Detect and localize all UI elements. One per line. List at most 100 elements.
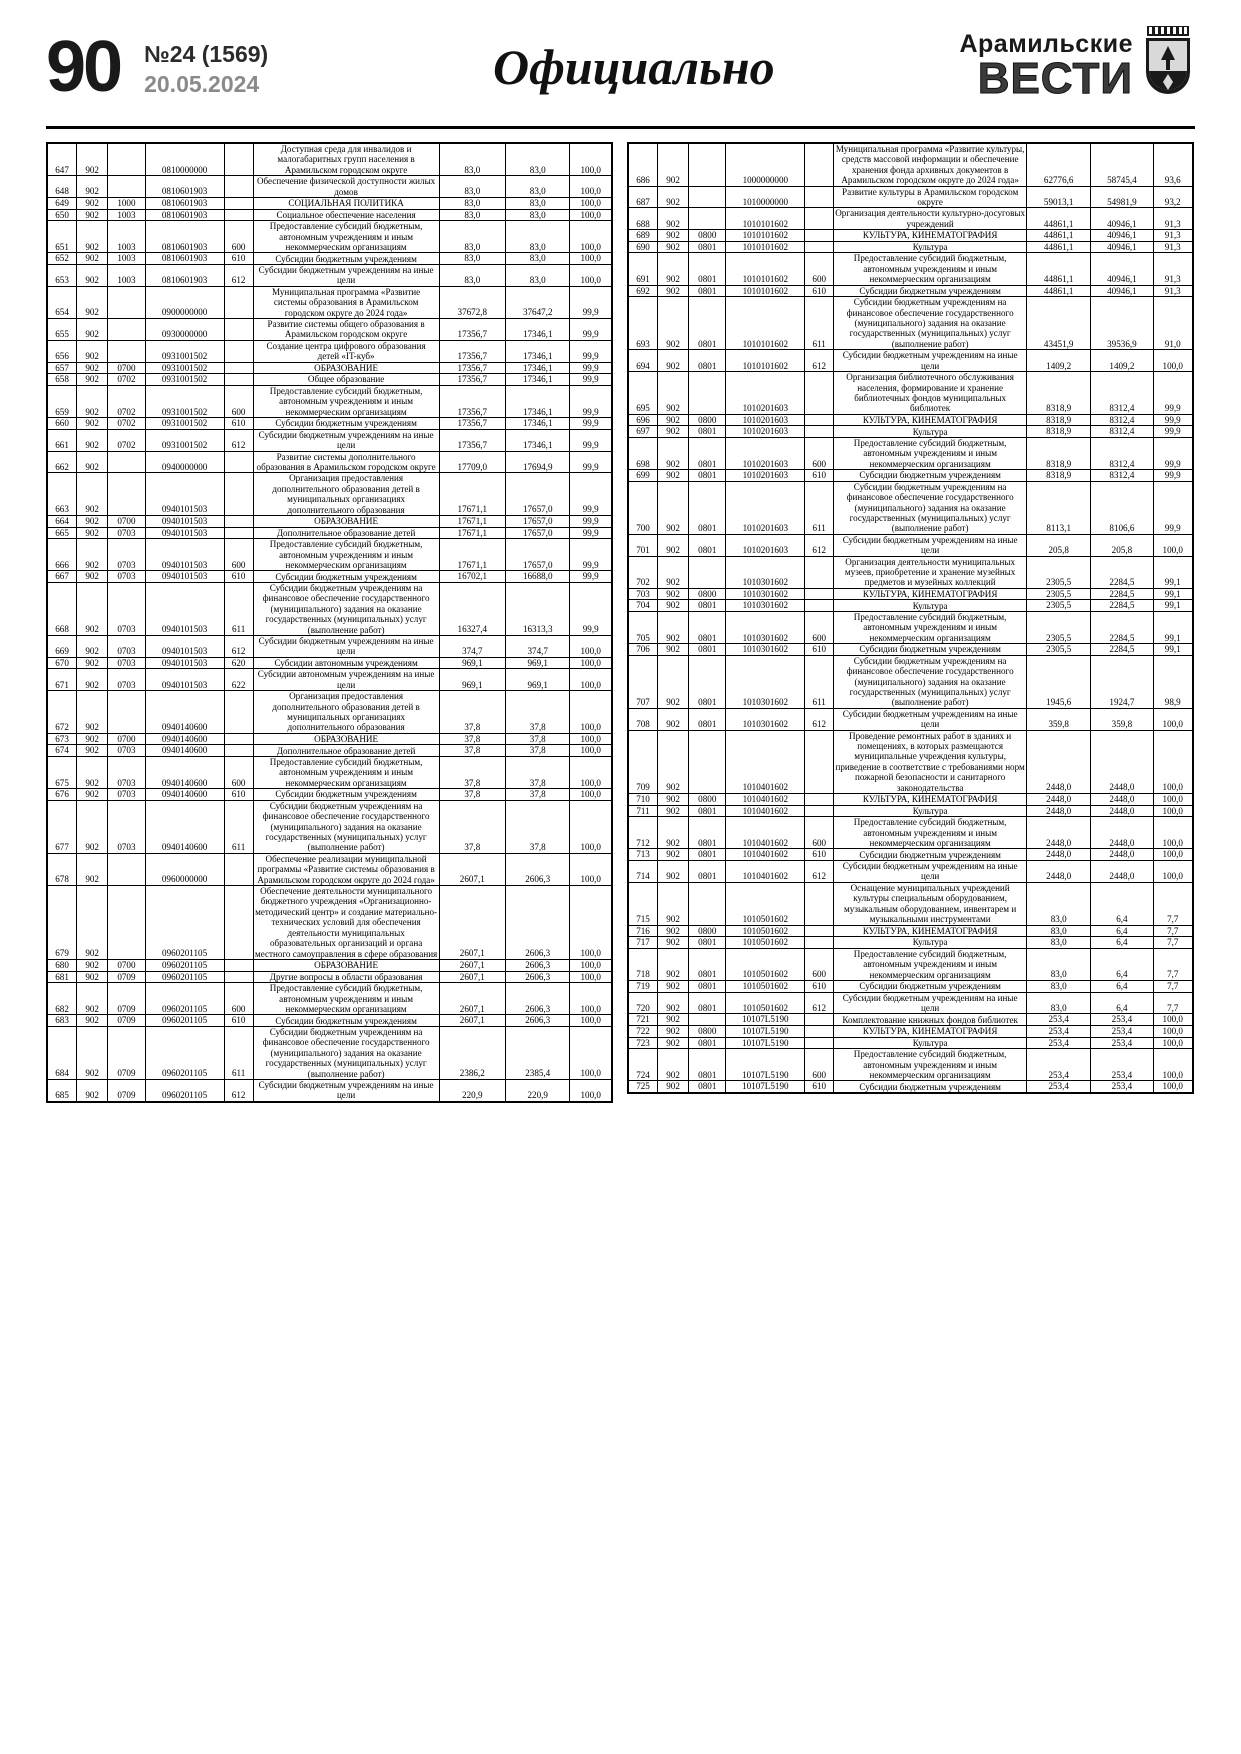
- cell-expense-type: 611: [804, 296, 835, 351]
- cell-plan: 253,4: [1026, 1024, 1092, 1038]
- cell-razdel: [107, 339, 146, 363]
- cell-target-article: 1010301602: [725, 587, 806, 601]
- cell-plan: 2386,2: [438, 1025, 507, 1080]
- cell-percent: 100,0: [1152, 533, 1194, 557]
- cell-row-number: 666: [46, 538, 78, 572]
- cell-expense-type: 610: [804, 469, 835, 482]
- cell-expense-type: [804, 729, 835, 795]
- cell-expense-type: [223, 339, 254, 363]
- table-row: 677 902 0703 0940140600 611 Субсидии бюджетны…: [46, 799, 612, 854]
- cell-plan: 17671,1: [438, 526, 507, 540]
- cell-fact: 6,4: [1090, 881, 1154, 926]
- cell-plan: 44861,1: [1026, 252, 1092, 286]
- table-row: 691 902 0801 1010101602 600 Предоставление су…: [627, 252, 1194, 286]
- cell-row-number: 716: [627, 924, 659, 938]
- cell-name: Культура: [833, 936, 1028, 949]
- cell-percent: 100,0: [1152, 860, 1194, 883]
- cell-expense-type: [223, 208, 254, 222]
- cell-vedomstvo: 902: [657, 936, 690, 949]
- table-row: 725 902 0801 10107L5190 610 Субсидии бюджетны…: [627, 1080, 1194, 1093]
- cell-target-article: 0930000000: [144, 318, 225, 341]
- cell-row-number: 665: [46, 526, 78, 540]
- cell-target-article: 0960201105: [144, 1025, 225, 1080]
- cell-row-number: 699: [627, 469, 659, 482]
- cell-target-article: 1010201603: [725, 480, 806, 535]
- cell-plan: 8318,9: [1026, 413, 1092, 427]
- cell-expense-type: 600: [804, 436, 835, 471]
- cell-razdel: 0702: [107, 373, 146, 386]
- cell-name: КУЛЬТУРА, КИНЕМАТОГРАФИЯ: [833, 229, 1028, 242]
- cell-vedomstvo: 902: [657, 643, 690, 656]
- cell-percent: 91,3: [1152, 229, 1194, 242]
- cell-expense-type: 610: [223, 252, 254, 266]
- cell-name: Обеспечение деятельности муниципального …: [252, 885, 440, 960]
- cell-razdel: [107, 885, 146, 960]
- cell-vedomstvo: 902: [76, 1014, 109, 1027]
- table-row: 696 902 0800 1010201603 КУЛЬТУРА, КИНЕМАТОГР…: [627, 413, 1194, 427]
- cell-razdel: 0801: [688, 533, 727, 557]
- cell-fact: 969,1: [505, 656, 571, 670]
- cell-percent: 100,0: [569, 668, 612, 692]
- cell-fact: 6,4: [1090, 924, 1154, 938]
- table-row: 683 902 0709 0960201105 610 Субсидии бюджетны…: [46, 1014, 612, 1027]
- cell-target-article: 0940140600: [144, 690, 225, 734]
- cell-target-article: 0810000000: [144, 142, 225, 177]
- cell-name: Субсидии бюджетным учреждениям на финанс…: [252, 581, 440, 636]
- cell-row-number: 723: [627, 1036, 659, 1050]
- cell-fact: 37,8: [505, 690, 571, 734]
- cell-plan: 2305,5: [1026, 610, 1092, 645]
- cell-plan: 2448,0: [1026, 848, 1092, 862]
- cell-fact: 8312,4: [1090, 425, 1154, 438]
- cell-expense-type: 611: [223, 581, 254, 636]
- cell-fact: 2606,3: [505, 982, 571, 1016]
- cell-vedomstvo: 902: [657, 469, 690, 482]
- cell-fact: 17346,1: [505, 318, 571, 341]
- table-row: 681 902 0709 0960201105 Другие вопросы в обл…: [46, 970, 612, 984]
- cell-target-article: 0960000000: [144, 852, 225, 887]
- cell-fact: 39536,9: [1090, 296, 1154, 351]
- cell-percent: 100,0: [1152, 816, 1194, 850]
- cell-expense-type: 600: [804, 252, 835, 286]
- cell-plan: 8318,9: [1026, 469, 1092, 482]
- cell-target-article: 0931001502: [144, 361, 225, 375]
- cell-target-article: 0810601903: [144, 220, 225, 254]
- cell-razdel: 0703: [107, 581, 146, 636]
- cell-row-number: 721: [627, 1013, 659, 1026]
- cell-row-number: 663: [46, 472, 78, 516]
- cell-fact: 6,4: [1090, 947, 1154, 981]
- cell-fact: 83,0: [505, 197, 571, 210]
- cell-plan: 37,8: [438, 690, 507, 734]
- cell-name: Культура: [833, 240, 1028, 254]
- cell-plan: 17709,0: [438, 450, 507, 474]
- cell-name: Дополнительное образование детей: [252, 526, 440, 540]
- cell-row-number: 671: [46, 668, 78, 692]
- cell-plan: 16702,1: [438, 570, 507, 583]
- cell-expense-type: 600: [223, 755, 254, 790]
- cell-expense-type: 600: [223, 982, 254, 1016]
- cell-fact: 2448,0: [1090, 860, 1154, 883]
- cell-percent: 100,0: [1152, 1024, 1194, 1038]
- table-row: 703 902 0800 1010301602 КУЛЬТУРА, КИНЕМАТОГР…: [627, 587, 1194, 601]
- cell-expense-type: 611: [804, 654, 835, 709]
- left-column: 647 902 0810000000 Доступная среда для инва…: [46, 142, 613, 1103]
- cell-name: Субсидии бюджетным учреждениям: [833, 848, 1028, 862]
- cell-percent: 100,0: [1152, 848, 1194, 862]
- cell-expense-type: [804, 936, 835, 949]
- cell-razdel: 0709: [107, 982, 146, 1016]
- cell-vedomstvo: 902: [76, 1025, 109, 1080]
- cell-name: КУЛЬТУРА, КИНЕМАТОГРАФИЯ: [833, 924, 1028, 938]
- cell-plan: 83,0: [1026, 936, 1092, 949]
- cell-vedomstvo: 902: [657, 296, 690, 351]
- cell-name: Субсидии бюджетным учреждениям: [252, 1014, 440, 1027]
- cell-razdel: 0801: [688, 991, 727, 1015]
- cell-target-article: 1010101602: [725, 240, 806, 254]
- cell-razdel: 0800: [688, 793, 727, 806]
- cell-plan: 220,9: [438, 1078, 507, 1102]
- cell-razdel: [107, 450, 146, 474]
- cell-percent: 100,0: [569, 252, 612, 266]
- cell-plan: 17356,7: [438, 339, 507, 363]
- cell-percent: 99,9: [569, 581, 612, 636]
- cell-razdel: 0801: [688, 610, 727, 645]
- cell-vedomstvo: 902: [76, 538, 109, 572]
- cell-name: Культура: [833, 804, 1028, 818]
